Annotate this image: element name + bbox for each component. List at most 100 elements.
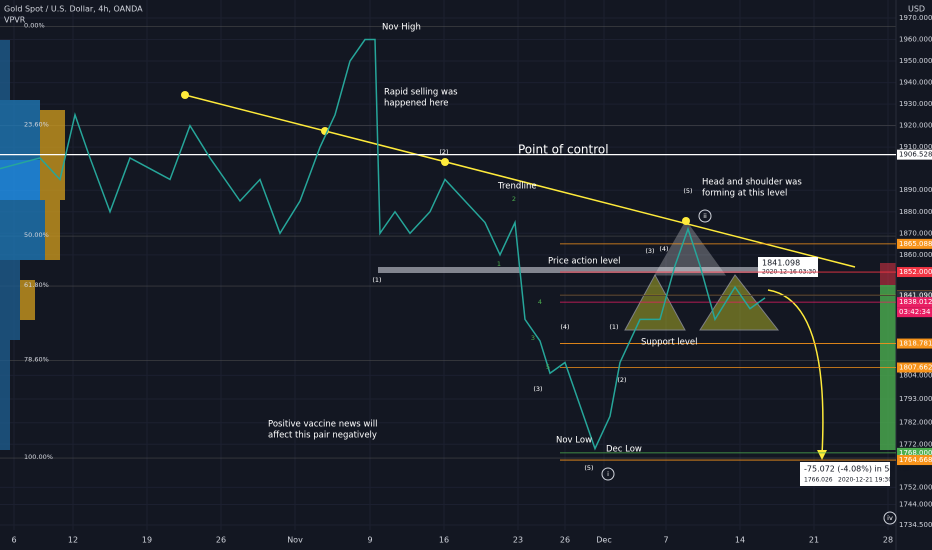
price-tag-label: 1768.000 bbox=[899, 449, 932, 457]
countdown: 03:42:34 bbox=[899, 308, 931, 316]
volume-profile bbox=[0, 40, 65, 450]
wave-label: ii bbox=[703, 212, 707, 220]
wave-label: (2) bbox=[617, 376, 626, 384]
annotation: Nov Low bbox=[556, 436, 592, 446]
wave-label: 1 bbox=[497, 260, 501, 268]
x-tick-label: 28 bbox=[883, 536, 893, 545]
chart-title: Gold Spot / U.S. Dollar, 4h, OANDA bbox=[4, 5, 143, 14]
measure-end: 1766.026 bbox=[804, 477, 833, 484]
y-tick-label: 1734.500 bbox=[899, 521, 932, 529]
x-tick-label: 26 bbox=[216, 536, 226, 545]
annotation: Head and shoulder was bbox=[702, 178, 802, 188]
risk-zone bbox=[880, 263, 896, 285]
price-tag bbox=[897, 447, 932, 458]
annotation: Point of control bbox=[518, 143, 609, 157]
fib-label: 50.00% bbox=[24, 231, 49, 239]
annotation: Trendline bbox=[497, 182, 537, 192]
grid bbox=[0, 0, 896, 530]
x-tick-label: 12 bbox=[68, 536, 78, 545]
measure-end-box bbox=[800, 462, 890, 486]
wave-label: iv bbox=[887, 514, 893, 522]
trend-points bbox=[181, 91, 690, 225]
y-tick-label: 1940.000 bbox=[899, 79, 932, 87]
wave-label: 5 bbox=[546, 363, 550, 371]
wave-label: (3) bbox=[533, 385, 542, 393]
x-tick-label: 23 bbox=[513, 536, 523, 545]
y-tick-label: 1890.000 bbox=[899, 186, 932, 194]
x-tick-label: 6 bbox=[11, 536, 16, 545]
wave-circle bbox=[698, 209, 712, 223]
wave-label: (4) bbox=[560, 323, 569, 331]
price-line-series bbox=[0, 38, 766, 451]
y-tick-label: 1744.000 bbox=[899, 501, 932, 509]
x-tick-label: 19 bbox=[142, 536, 152, 545]
wave-label: (2) bbox=[439, 148, 448, 156]
y-tick-label: 1910.000 bbox=[899, 143, 932, 151]
x-tick-label: 16 bbox=[439, 536, 449, 545]
y-tick-label: 1880.000 bbox=[899, 208, 932, 216]
y-tick-label: 1782.000 bbox=[899, 419, 932, 427]
currency: USD bbox=[908, 5, 925, 14]
wave-label: (5) bbox=[584, 464, 593, 472]
fib-label: 23.60% bbox=[24, 121, 49, 129]
wave-label: 4 bbox=[538, 298, 542, 306]
wave-label: 2 bbox=[512, 195, 516, 203]
annotation: Rapid selling was bbox=[384, 88, 458, 98]
price-tag-label: 1841.090 bbox=[899, 292, 932, 300]
price-tag-label: 1865.088 bbox=[899, 240, 932, 248]
price-action-zone bbox=[378, 267, 814, 273]
price-tag bbox=[897, 267, 932, 278]
wave-label: i bbox=[607, 470, 609, 478]
wave-circle bbox=[601, 467, 615, 481]
price-tag bbox=[897, 455, 932, 466]
price-tag bbox=[897, 362, 932, 373]
price-tag-label: 1807.662 bbox=[899, 363, 932, 371]
price-tag-label: 1906.528 bbox=[899, 151, 932, 159]
wave-label: (4) bbox=[659, 245, 668, 253]
y-tick-label: 1772.000 bbox=[899, 440, 932, 448]
annotation: Positive vaccine news will bbox=[268, 420, 377, 430]
measure-change: -75.072 (-4.08%) in 5d 16h bbox=[804, 465, 912, 474]
y-tick-label: 1930.000 bbox=[899, 100, 932, 108]
annotation: Dec Low bbox=[606, 445, 642, 455]
price-tag-label: 1818.781 bbox=[899, 340, 932, 348]
x-tick-label: 14 bbox=[735, 536, 745, 545]
measure-end-time: 2020-12-21 19:30 bbox=[838, 477, 892, 484]
x-tick-label: Dec bbox=[596, 536, 611, 545]
trendline bbox=[184, 94, 856, 268]
fib-label: 100.00% bbox=[24, 453, 53, 461]
fib-label: 61.80% bbox=[24, 281, 49, 289]
y-tick-label: 1804.000 bbox=[899, 371, 932, 379]
projection-arrow bbox=[767, 289, 824, 456]
indicator-label: VPVR bbox=[4, 16, 26, 25]
x-tick-label: 21 bbox=[809, 536, 819, 545]
wave-label: (3) bbox=[645, 247, 654, 255]
y-tick-label: 1793.000 bbox=[899, 395, 932, 403]
price-tag bbox=[897, 297, 932, 308]
wave-label: (1) bbox=[609, 323, 618, 331]
x-tick-label: 7 bbox=[663, 536, 668, 545]
annotation: Price action level bbox=[548, 257, 621, 267]
annotation: Support level bbox=[641, 338, 698, 348]
fib-label: 78.60% bbox=[24, 355, 49, 363]
wave-label: 3 bbox=[531, 334, 535, 342]
countdown-tag bbox=[897, 307, 932, 318]
x-tick-label: 9 bbox=[367, 536, 372, 545]
y-tick-label: 1752.000 bbox=[899, 483, 932, 491]
price-tag bbox=[897, 290, 932, 301]
y-tick-label: 1860.000 bbox=[899, 251, 932, 259]
annotation: affect this pair negatively bbox=[268, 431, 377, 441]
annotation: Nov High bbox=[382, 23, 421, 33]
price-tag bbox=[897, 338, 932, 349]
y-tick-label: 1950.000 bbox=[899, 57, 932, 65]
fib-label: 0.00% bbox=[24, 22, 45, 30]
y-tick-label: 1870.000 bbox=[899, 229, 932, 237]
wave-label: (5) bbox=[683, 187, 692, 195]
x-tick-label: 26 bbox=[560, 536, 570, 545]
wave-circle bbox=[883, 511, 897, 525]
price-tag-label: 1764.668 bbox=[899, 456, 932, 464]
wave-label: (1) bbox=[372, 276, 381, 284]
price-tag-label: 1838.012 bbox=[899, 298, 932, 306]
y-tick-label: 1960.000 bbox=[899, 36, 932, 44]
